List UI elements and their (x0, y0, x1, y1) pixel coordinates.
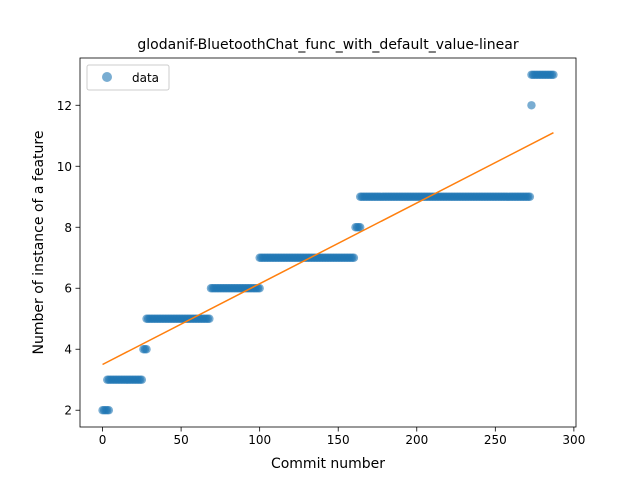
data-point (104, 406, 114, 415)
x-tick-label: 300 (562, 433, 585, 447)
x-tick-label: 250 (484, 433, 507, 447)
legend-box (86, 64, 170, 91)
data-point (527, 101, 536, 110)
y-tick-label: 6 (64, 282, 72, 296)
legend-label: data (132, 71, 159, 85)
data-point (525, 192, 535, 201)
x-tick-label: 0 (99, 433, 107, 447)
y-tick-label: 12 (57, 99, 72, 113)
data-points (98, 70, 558, 415)
data-point (356, 223, 365, 232)
y-tick-label: 2 (64, 404, 72, 418)
data-point (255, 284, 264, 293)
y-axis-label: Number of instance of a feature (31, 131, 47, 355)
data-point (349, 253, 359, 262)
x-tick-label: 100 (248, 433, 271, 447)
data-point (142, 345, 151, 354)
x-tick-label: 150 (327, 433, 350, 447)
x-tick-label: 200 (405, 433, 428, 447)
legend-marker (102, 72, 112, 82)
data-point (205, 314, 214, 323)
y-tick-label: 4 (64, 343, 72, 357)
y-axis: 2 4 6 8 10 12 (57, 99, 80, 418)
fit-line-layer (102, 132, 554, 366)
y-tick-label: 10 (57, 160, 72, 174)
plot-frame (79, 57, 577, 428)
x-axis: 0 50 100 150 200 250 300 (99, 427, 585, 447)
chart-title: glodanif-BluetoothChat_func_with_default… (137, 37, 518, 53)
data-point (137, 375, 147, 384)
data-point (549, 70, 558, 79)
y-tick-label: 8 (64, 221, 72, 235)
x-tick-label: 50 (173, 433, 188, 447)
x-axis-label: Commit number (271, 456, 385, 472)
fit-line (102, 132, 554, 366)
plot-area (79, 57, 577, 428)
legend: data (86, 64, 170, 91)
